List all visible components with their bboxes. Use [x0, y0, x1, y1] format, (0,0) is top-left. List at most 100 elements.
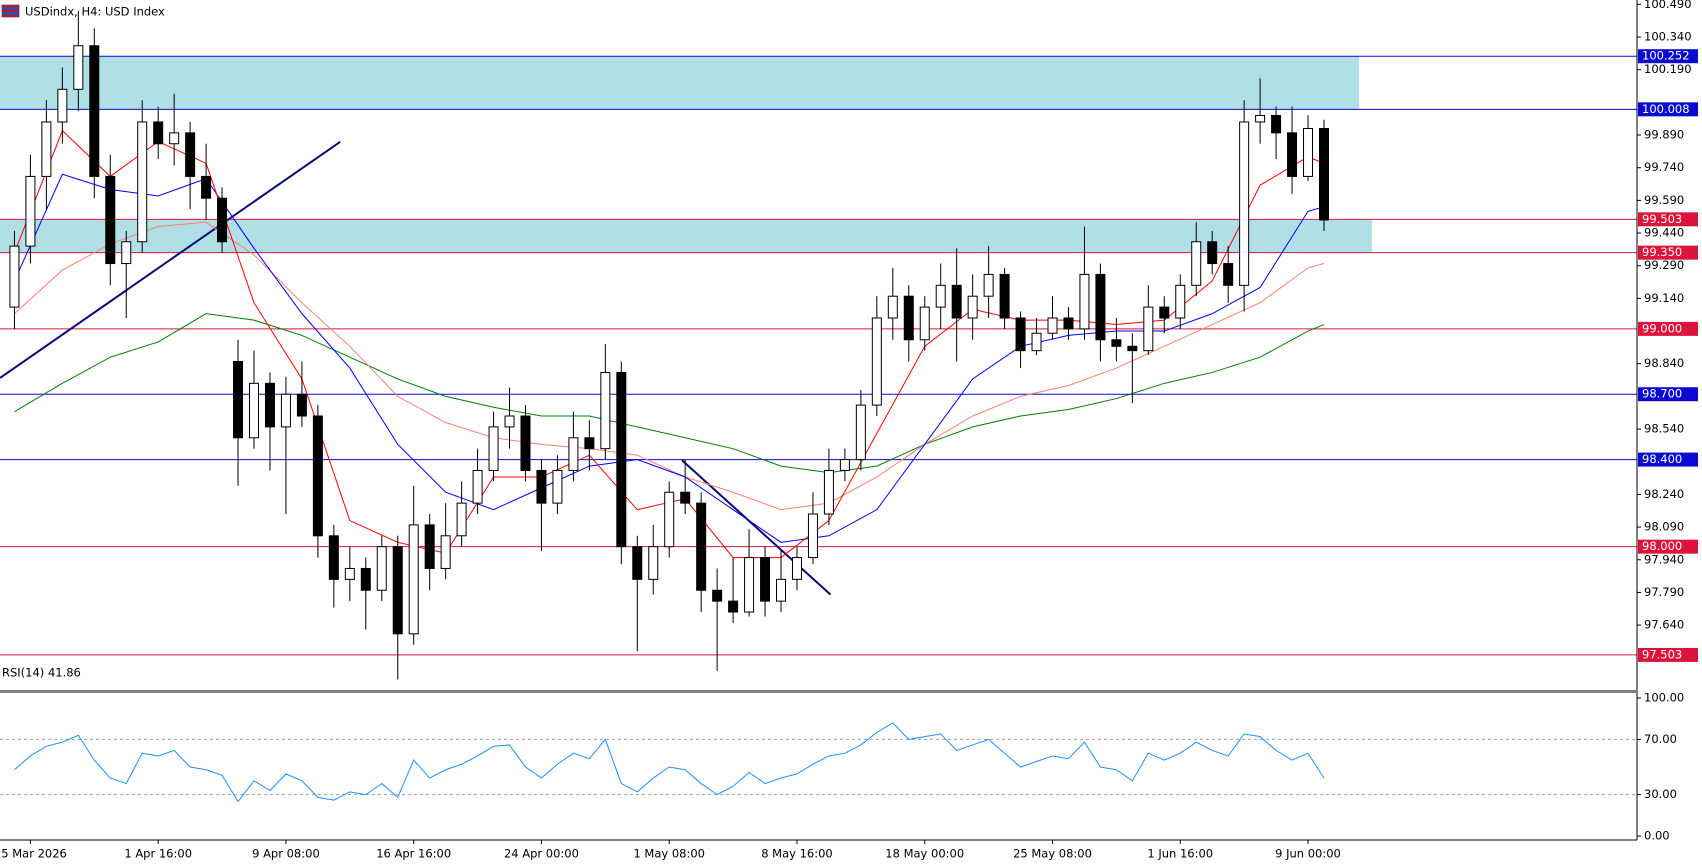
candle-body — [1318, 128, 1329, 221]
level-label: 100.252 — [1642, 49, 1690, 63]
candle-body — [137, 121, 148, 243]
candle-body — [1255, 114, 1266, 123]
candle-body — [632, 546, 643, 580]
candle-body — [680, 491, 691, 504]
candle-body — [568, 437, 579, 471]
candle-body — [233, 361, 244, 439]
candle-body — [153, 121, 164, 145]
candle-body — [264, 382, 275, 428]
y-tick-label: 98.090 — [1644, 520, 1684, 534]
candle-body — [935, 284, 946, 308]
level-label-box — [1638, 212, 1698, 227]
x-tick-label: 9 Apr 08:00 — [252, 847, 320, 861]
candle-body — [89, 45, 100, 177]
candle-body — [1175, 284, 1186, 319]
candle-body — [728, 600, 739, 613]
x-tick-label: 16 Apr 16:00 — [376, 847, 451, 861]
y-tick-label: 98.540 — [1644, 422, 1684, 436]
y-tick-label: 100.00 — [1644, 691, 1684, 705]
level-label-box — [1638, 245, 1698, 260]
x-tick-label: 24 Apr 00:00 — [504, 847, 579, 861]
x-tick-label: 18 May 00:00 — [885, 847, 964, 861]
level-label: 98.400 — [1642, 452, 1682, 466]
candle-body — [1079, 273, 1090, 330]
candle-body — [520, 415, 531, 471]
candle-body — [105, 175, 116, 265]
level-label: 98.700 — [1642, 387, 1682, 401]
candle-body — [760, 557, 771, 602]
level-label: 97.503 — [1642, 647, 1682, 661]
candle-body — [648, 546, 659, 580]
candle-body — [392, 546, 403, 635]
candle-body — [249, 382, 259, 439]
chart-title: USDindx, H4: USD Index — [25, 5, 165, 19]
candle-body — [1031, 332, 1042, 352]
candle-body — [983, 273, 994, 297]
x-tick-label: 1 May 08:00 — [633, 847, 705, 861]
level-label-box — [1638, 387, 1698, 402]
zone — [0, 56, 1360, 110]
candle-body — [919, 306, 930, 341]
candle-body — [1271, 114, 1282, 134]
candle-body — [440, 535, 451, 569]
candle-body — [25, 175, 36, 247]
candle-body — [408, 524, 419, 635]
y-tick-label: 100.490 — [1644, 0, 1692, 11]
candle-body — [552, 469, 563, 504]
y-tick-label: 30.00 — [1644, 787, 1677, 801]
level-label-box — [1638, 321, 1698, 336]
candle-body — [584, 437, 595, 450]
x-tick-label: 9 Jun 00:00 — [1275, 847, 1341, 861]
candle-body — [312, 415, 323, 537]
level-label: 99.000 — [1642, 321, 1682, 335]
candle-body — [328, 535, 339, 580]
candle-body — [855, 404, 866, 461]
y-tick-label: 0.00 — [1644, 829, 1670, 843]
candle-body — [712, 589, 723, 602]
candle-body — [41, 121, 52, 177]
level-label-box — [1638, 452, 1698, 467]
rsi-line — [14, 722, 1325, 803]
level-label: 99.350 — [1642, 245, 1682, 259]
candle-body — [376, 546, 387, 591]
candle-body — [360, 567, 371, 591]
x-tick-label: 1 Jun 16:00 — [1147, 847, 1213, 861]
candle-body — [664, 491, 675, 548]
candle-body — [504, 415, 515, 428]
level-label: 100.008 — [1642, 102, 1690, 116]
candle-body — [1047, 317, 1058, 334]
y-tick-label: 98.240 — [1644, 487, 1684, 501]
candle-body — [1191, 241, 1202, 286]
trendline — [0, 140, 341, 379]
candle-body — [169, 132, 180, 145]
y-tick-label: 98.840 — [1644, 356, 1684, 370]
y-tick-label: 99.140 — [1644, 291, 1684, 305]
candle-body — [344, 567, 355, 580]
level-label-box — [1638, 539, 1698, 554]
x-tick-label: 25 May 08:00 — [1013, 847, 1092, 861]
candle-body — [839, 459, 850, 471]
candle-body — [185, 132, 196, 177]
candle-body — [1287, 132, 1298, 177]
candle-body — [488, 426, 499, 471]
candle-body — [217, 197, 228, 243]
candle-body — [1127, 345, 1138, 352]
candle-body — [823, 469, 834, 515]
candle-body — [791, 557, 802, 580]
candle-body — [967, 295, 978, 319]
candle-body — [456, 502, 467, 537]
candle-body — [696, 502, 707, 591]
level-label-box — [1638, 49, 1698, 64]
candle-body — [1095, 273, 1106, 341]
candle-body — [903, 295, 914, 341]
candle-body — [600, 371, 611, 450]
candle-body — [871, 317, 882, 406]
y-tick-label: 97.790 — [1644, 585, 1684, 599]
x-tick-label: 8 May 16:00 — [761, 847, 833, 861]
y-tick-label: 100.340 — [1644, 30, 1692, 44]
candle-body — [9, 245, 20, 308]
y-tick-label: 97.640 — [1644, 618, 1684, 632]
